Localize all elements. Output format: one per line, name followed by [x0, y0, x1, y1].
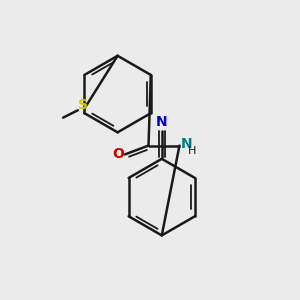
Text: H: H	[188, 146, 196, 156]
Text: O: O	[112, 147, 124, 161]
Text: S: S	[78, 98, 88, 112]
Text: N: N	[181, 137, 193, 151]
Text: N: N	[156, 115, 168, 129]
